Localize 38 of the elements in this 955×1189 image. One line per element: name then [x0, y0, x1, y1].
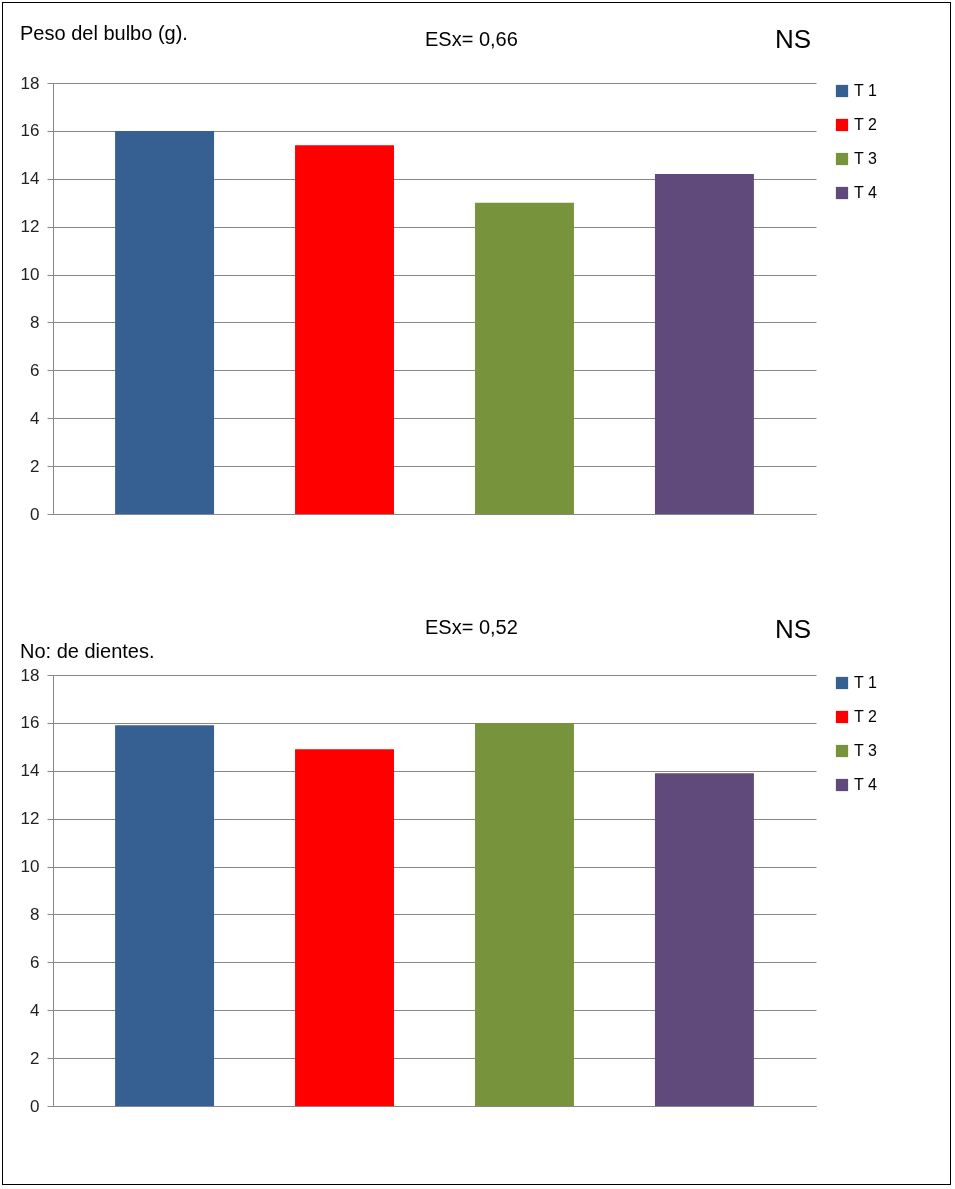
- y-tick-label: 0: [30, 504, 40, 524]
- bar: [654, 173, 754, 514]
- y-tick-label: 10: [20, 265, 40, 285]
- y-tick-label: 16: [20, 713, 40, 733]
- legend-label: T 4: [854, 776, 877, 793]
- y-tick-label: 12: [20, 217, 40, 237]
- y-tick-label: 18: [20, 73, 40, 93]
- y-tick-label: 14: [20, 761, 40, 781]
- y-tick-label: 10: [20, 857, 40, 877]
- y-tick-label: 8: [30, 312, 40, 332]
- bar: [474, 202, 574, 514]
- legend-label: T 3: [854, 742, 877, 759]
- y-tick-label: 4: [30, 1000, 40, 1020]
- y-tick-label: 2: [30, 1048, 40, 1068]
- chart-title: No: de dientes.: [20, 640, 155, 663]
- y-tick-label: 4: [30, 408, 40, 428]
- legend-label: T 1: [854, 82, 877, 99]
- text: NS: [775, 24, 812, 55]
- y-tick-label: 6: [30, 360, 40, 380]
- y-tick-label: 18: [20, 665, 40, 685]
- y-tick-label: 14: [20, 169, 40, 189]
- y-tick-label: 16: [20, 121, 40, 141]
- chart-title: Peso del bulbo (g).: [20, 22, 188, 45]
- legend-label: T 2: [854, 708, 877, 725]
- bar: [295, 145, 395, 514]
- legend-label: T 2: [854, 116, 877, 133]
- y-tick-label: 6: [30, 952, 40, 972]
- y-tick-label: 0: [30, 1096, 40, 1116]
- y-tick-label: 12: [20, 809, 40, 829]
- legend-label: T 3: [854, 150, 877, 167]
- legend-label: T 4: [854, 184, 877, 201]
- text: ESx= 0,52: [425, 616, 518, 639]
- legend-label: T 1: [854, 674, 877, 691]
- y-tick-label: 8: [30, 904, 40, 924]
- text: NS: [775, 614, 812, 645]
- bar: [115, 130, 215, 514]
- y-tick-label: 2: [30, 456, 40, 476]
- text: ESx= 0,66: [425, 28, 518, 51]
